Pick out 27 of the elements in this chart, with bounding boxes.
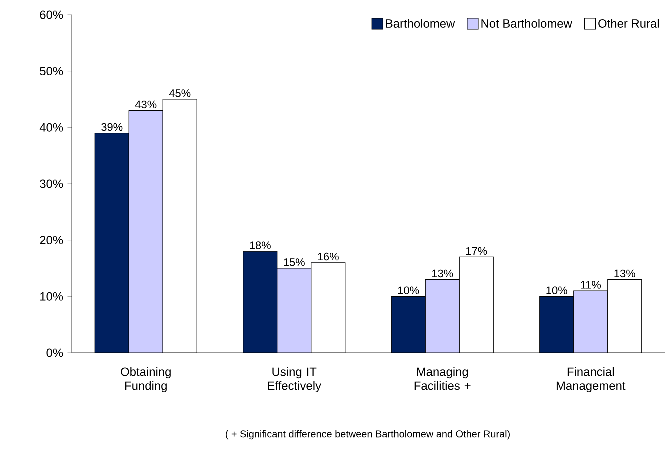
x-tick-label: Managing Facilities + xyxy=(414,367,471,390)
x-tick-label: Financial Management xyxy=(556,367,626,393)
y-tick-label: 30% xyxy=(40,180,64,188)
y-tick-label: 0% xyxy=(46,348,64,358)
data-label: 10% xyxy=(546,286,568,294)
data-label: 13% xyxy=(432,270,454,278)
text: ( + Significant difference between Bartholomew and Other Rural) xyxy=(226,430,510,440)
y-tick-label: 20% xyxy=(40,236,64,245)
data-label: 17% xyxy=(466,247,488,256)
x-tick-label: Using IT Effectively xyxy=(268,367,322,393)
x-tick-label: Obtaining Funding xyxy=(121,367,171,393)
data-label: 43% xyxy=(135,100,157,109)
legend-label: Bartholomew xyxy=(386,19,456,28)
data-label: 45% xyxy=(169,90,191,98)
data-label: 11% xyxy=(581,281,602,289)
data-label: 39% xyxy=(102,123,123,132)
data-label: 16% xyxy=(318,252,339,261)
data-label: 13% xyxy=(614,270,636,278)
data-label: 15% xyxy=(284,258,305,266)
data-label: 18% xyxy=(250,242,271,250)
y-tick-label: 50% xyxy=(40,67,64,76)
data-label: 10% xyxy=(398,286,420,294)
y-tick-label: 40% xyxy=(40,123,64,132)
y-tick-label: 60% xyxy=(40,10,64,20)
y-tick-label: 10% xyxy=(40,292,64,301)
legend-label: Other Rural xyxy=(598,19,660,28)
legend-label: Not Bartholomew xyxy=(482,19,572,28)
